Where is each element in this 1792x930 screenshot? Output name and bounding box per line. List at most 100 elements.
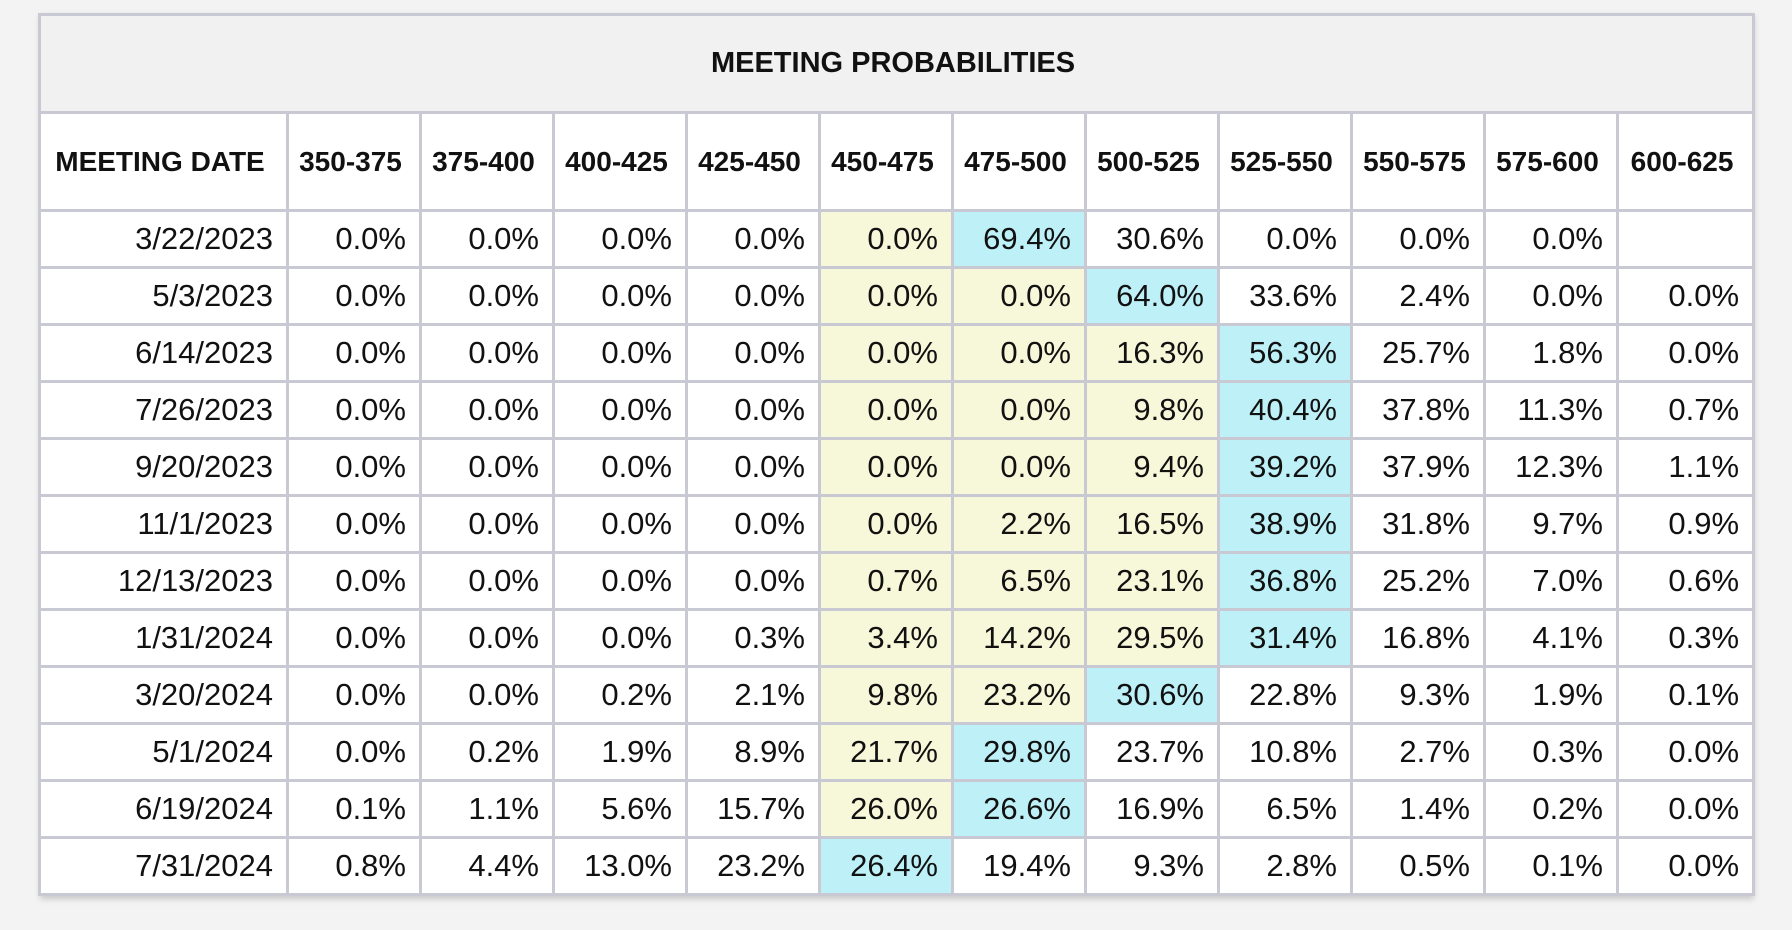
probability-cell: 16.3% [1084,323,1220,383]
probability-cell: 0.0% [685,209,821,269]
probability-cell: 2.2% [951,494,1087,554]
column-header-550-575: 550-575 [1350,111,1486,212]
probability-cell: 0.0% [286,266,422,326]
probability-cell: 1.8% [1483,323,1619,383]
meeting-date-cell: 7/31/2024 [38,836,289,896]
probability-cell: 0.0% [685,437,821,497]
table-row: 3/22/2023 0.0% 0.0% 0.0% 0.0% 0.0% 69.4% 30.6% 0… [38,209,1756,269]
probability-cell: 6.5% [1217,779,1353,839]
probability-cell: 0.8% [286,836,422,896]
probability-cell: 0.3% [1615,608,1756,668]
probability-cell: 0.0% [419,608,555,668]
probability-cell: 0.0% [552,323,688,383]
probability-cell: 0.0% [552,608,688,668]
probability-cell: 0.1% [1615,665,1756,725]
meeting-date-cell: 9/20/2023 [38,437,289,497]
probability-cell: 2.4% [1350,266,1486,326]
probability-cell: 23.1% [1084,551,1220,611]
table-row: 11/1/2023 0.0% 0.0% 0.0% 0.0% 0.0% 2.2% 16.5% 38… [38,494,1756,554]
probability-cell: 0.0% [419,266,555,326]
probability-cell: 0.0% [685,494,821,554]
probability-cell: 2.1% [685,665,821,725]
probability-cell: 0.0% [286,209,422,269]
probability-cell: 16.9% [1084,779,1220,839]
meeting-date-cell: 6/14/2023 [38,323,289,383]
meeting-date-cell: 6/19/2024 [38,779,289,839]
probability-cell: 12.3% [1483,437,1619,497]
probability-cell: 23.2% [951,665,1087,725]
probability-cell: 0.0% [552,266,688,326]
column-header-row: MEETING DATE 350-375 375-400 400-425 425-45… [38,111,1756,212]
probability-cell: 1.1% [1615,437,1756,497]
probability-cell: 25.2% [1350,551,1486,611]
meeting-date-cell: 1/31/2024 [38,608,289,668]
probability-cell: 8.9% [685,722,821,782]
meeting-date-cell: 11/1/2023 [38,494,289,554]
probability-cell: 0.6% [1615,551,1756,611]
meeting-date-header: MEETING DATE [38,111,289,212]
probability-cell: 10.8% [1217,722,1353,782]
probability-cell: 16.8% [1350,608,1486,668]
column-header-600-625: 600-625 [1615,111,1756,212]
column-header-575-600: 575-600 [1483,111,1619,212]
probability-cell: 2.8% [1217,836,1353,896]
meeting-date-cell: 3/22/2023 [38,209,289,269]
probability-cell: 0.9% [1615,494,1756,554]
probability-cell: 0.2% [419,722,555,782]
probability-cell: 0.0% [685,266,821,326]
probability-cell: 0.0% [818,323,954,383]
probability-cell: 11.3% [1483,380,1619,440]
probability-cell: 25.7% [1350,323,1486,383]
table-row: 7/26/2023 0.0% 0.0% 0.0% 0.0% 0.0% 0.0% 9.8% 40.… [38,380,1756,440]
table-row: 7/31/2024 0.8% 4.4% 13.0% 23.2% 26.4% 19.4% 9.3… [38,836,1756,896]
probability-cell: 0.0% [286,494,422,554]
probability-cell: 0.0% [1483,266,1619,326]
probability-cell: 37.9% [1350,437,1486,497]
probability-cell: 26.4% [818,836,954,896]
probability-cell: 0.0% [552,494,688,554]
probability-cell: 21.7% [818,722,954,782]
probability-cell: 0.0% [286,437,422,497]
column-header-375-400: 375-400 [419,111,555,212]
probability-cell: 0.0% [951,437,1087,497]
probability-cell: 36.8% [1217,551,1353,611]
probability-cell: 0.0% [552,437,688,497]
probability-cell: 0.0% [419,551,555,611]
probability-cell: 26.0% [818,779,954,839]
probability-cell: 30.6% [1084,665,1220,725]
meeting-date-cell: 12/13/2023 [38,551,289,611]
probability-cell: 23.2% [685,836,821,896]
probability-cell: 33.6% [1217,266,1353,326]
probability-cell: 1.9% [1483,665,1619,725]
table-row: 12/13/2023 0.0% 0.0% 0.0% 0.0% 0.7% 6.5% 23.1% 3… [38,551,1756,611]
table-row: 1/31/2024 0.0% 0.0% 0.0% 0.3% 3.4% 14.2% 29.5% 3… [38,608,1756,668]
probability-cell: 1.9% [552,722,688,782]
probability-cell: 0.1% [1483,836,1619,896]
probability-cell: 0.0% [286,380,422,440]
column-header-500-525: 500-525 [1084,111,1220,212]
probability-cell: 19.4% [951,836,1087,896]
probability-cell: 3.4% [818,608,954,668]
probability-cell: 0.0% [685,323,821,383]
column-header-450-475: 450-475 [818,111,954,212]
probability-cell: 9.4% [1084,437,1220,497]
probability-cell: 31.4% [1217,608,1353,668]
probability-cell: 1.1% [419,779,555,839]
probabilities-table-frame: MEETING PROBABILITIES MEETING DATE 350-3… [37,13,1756,896]
probability-cell: 0.0% [1615,323,1756,383]
probability-cell: 0.0% [419,494,555,554]
probability-cell: 9.8% [818,665,954,725]
probability-cell: 0.0% [286,608,422,668]
probability-cell: 9.7% [1483,494,1619,554]
probability-cell: 4.1% [1483,608,1619,668]
table-row: 5/1/2024 0.0% 0.2% 1.9% 8.9% 21.7% 29.8% 23.7% 1… [38,722,1756,782]
probability-cell: 38.9% [1217,494,1353,554]
probability-cell: 64.0% [1084,266,1220,326]
probability-cell: 0.0% [552,380,688,440]
probability-cell: 0.0% [1615,722,1756,782]
column-header-525-550: 525-550 [1217,111,1353,212]
probability-cell: 0.0% [419,380,555,440]
probability-cell: 29.5% [1084,608,1220,668]
probability-cell: 1.4% [1350,779,1486,839]
probability-cell: 0.0% [818,266,954,326]
